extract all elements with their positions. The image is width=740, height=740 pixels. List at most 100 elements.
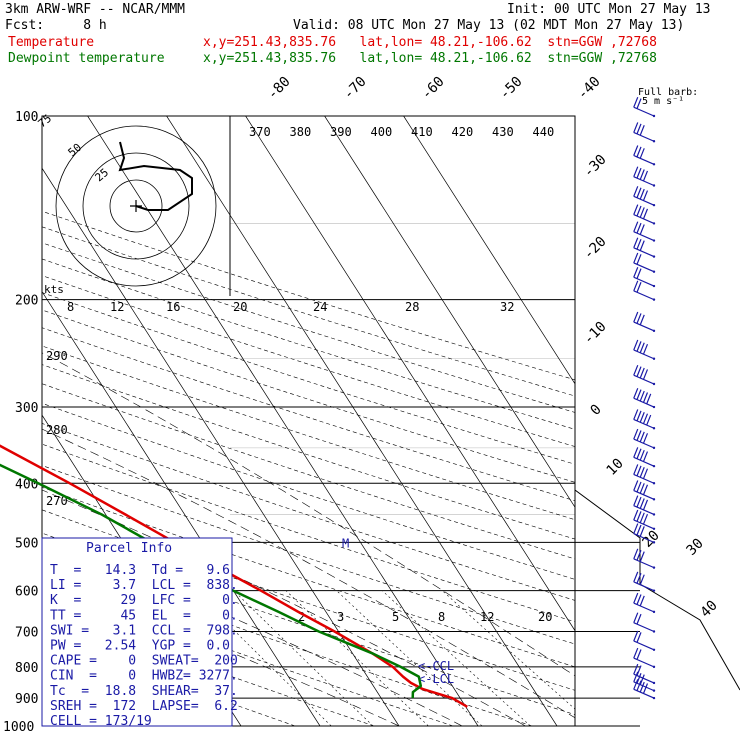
moist-adiabat <box>42 537 463 726</box>
pressure-tick-label: 600 <box>15 585 38 600</box>
plot-area <box>0 116 575 726</box>
wind-barb <box>633 166 656 187</box>
wind-barb <box>633 145 656 166</box>
isotherm-label: -20 <box>581 234 610 263</box>
hodograph-ring-label: 25 <box>93 166 112 184</box>
upper-isotherm-label: 8 <box>67 300 74 314</box>
isotherm-label: -10 <box>581 319 610 348</box>
isotherm <box>166 116 558 726</box>
isotherm-label: -30 <box>581 152 610 181</box>
wind-barb <box>633 612 656 633</box>
parcel-info-row: SWI = 3.1 CCL = 798. <box>50 623 238 638</box>
isotherm-label: -40 <box>575 74 604 103</box>
theta-left-label: 280 <box>46 423 68 437</box>
theta-label: 380 <box>290 125 312 139</box>
isotherm-label: 30 <box>684 536 707 559</box>
wind-barb <box>633 364 656 386</box>
wind-barb <box>633 252 656 273</box>
parcel-info-row: CELL = 173/19 <box>50 714 152 729</box>
dry-adiabat <box>42 345 575 521</box>
wind-barb <box>633 280 656 301</box>
wind-barb <box>633 96 656 118</box>
moist-adiabat <box>42 352 575 677</box>
wind-barb <box>633 339 656 360</box>
init-time: Init: 00 UTC Mon 27 May 13 <box>507 2 711 17</box>
pressure-tick-label: 400 <box>15 477 38 492</box>
hodograph-units: kts <box>44 283 64 296</box>
pressure-tick-label: 200 <box>15 294 38 309</box>
upper-isotherm-label: 32 <box>500 300 514 314</box>
wind-barb <box>633 237 656 258</box>
parcel-info-row: Tc = 18.8 SHEAR= 37. <box>50 684 238 699</box>
hodograph-rings <box>55 125 217 287</box>
valid-time: Valid: 08 UTC Mon 27 May 13 (02 MDT Mon … <box>293 18 684 33</box>
barb-legend-line1: Full barb: <box>638 87 698 98</box>
hodograph-ring <box>109 179 163 233</box>
moist-adiabat <box>42 575 400 726</box>
dry-adiabat <box>42 443 575 623</box>
wind-barb <box>633 509 656 530</box>
wind-barbs <box>633 96 656 700</box>
barb-legend-line2: 5 m s⁻¹ <box>642 96 684 107</box>
level-marker-label: M <box>342 536 349 550</box>
parcel-info-row: K = 29 LFC = 0. <box>50 593 238 608</box>
mixing-ratio-label: 3 <box>337 610 344 624</box>
isotherm-label: -80 <box>265 74 294 103</box>
wind-barb <box>633 267 656 288</box>
upper-isotherm-label: 12 <box>110 300 124 314</box>
mixing-ratio-line <box>382 590 531 726</box>
wind-barb <box>633 464 656 485</box>
dry-adiabat <box>42 465 575 645</box>
isotherm-label: -70 <box>341 74 370 103</box>
hodograph-trace <box>118 141 193 211</box>
dewpoint-trace <box>0 463 423 699</box>
dry-adiabat <box>42 402 575 580</box>
pressure-tick-label: 1000 <box>3 720 34 735</box>
dewpoint-location: x,y=251.43,835.76 lat,lon= 48.21,-106.62… <box>203 51 657 66</box>
mixing-ratio-label: 8 <box>438 610 445 624</box>
isotherm <box>245 116 575 632</box>
parcel-info-row: CIN = 0 HWBZ= 3277. <box>50 669 238 684</box>
upper-isotherm-label: 16 <box>166 300 180 314</box>
mixing-ratio-line <box>193 590 332 726</box>
theta-label: 400 <box>371 125 393 139</box>
theta-label: 430 <box>492 125 514 139</box>
isotherm-label: -50 <box>497 74 526 103</box>
wind-barb <box>633 495 656 516</box>
upper-isotherm-label: 24 <box>313 300 327 314</box>
wind-barb <box>633 523 656 544</box>
parcel-info-row: PW = 2.54 YGP = 0.0 <box>50 639 230 654</box>
temperature-legend: Temperature <box>8 35 94 50</box>
isotherm-label: 40 <box>698 598 721 621</box>
theta-left-label: 270 <box>46 494 68 508</box>
upper-isotherm-label: 28 <box>405 300 419 314</box>
moist-adiabat <box>42 489 526 726</box>
parcel-info-panel: Parcel Info T = 14.3 Td = 9.6LI = 3.7 LC… <box>41 537 238 729</box>
mixing-ratio-line <box>285 590 429 726</box>
mixing-ratio-label: 2 <box>298 610 305 624</box>
hodograph-ring-label: 50 <box>66 141 85 159</box>
mixing-ratio-line <box>442 590 575 710</box>
isotherm <box>0 116 4 726</box>
wind-barb <box>633 480 656 501</box>
theta-label: 420 <box>452 125 474 139</box>
wind-barb <box>633 221 656 242</box>
dry-adiabat <box>42 309 575 483</box>
wind-barb <box>633 630 656 651</box>
wind-barb <box>633 548 656 569</box>
pressure-tick-label: 500 <box>15 536 38 551</box>
parcel-info-row: LI = 3.7 LCL = 838. <box>50 578 238 593</box>
wind-barb <box>633 592 656 614</box>
theta-label: 440 <box>533 125 555 139</box>
temperature-trace <box>0 444 468 708</box>
isotherm <box>87 116 479 726</box>
dry-adiabat <box>42 258 575 430</box>
wind-barb <box>633 311 656 333</box>
pressure-tick-label: 700 <box>15 626 38 641</box>
isotherm <box>403 116 575 385</box>
pressure-tick-label: 900 <box>15 692 38 707</box>
wind-barb <box>633 428 656 450</box>
isotherm-label: 0 <box>588 402 605 419</box>
